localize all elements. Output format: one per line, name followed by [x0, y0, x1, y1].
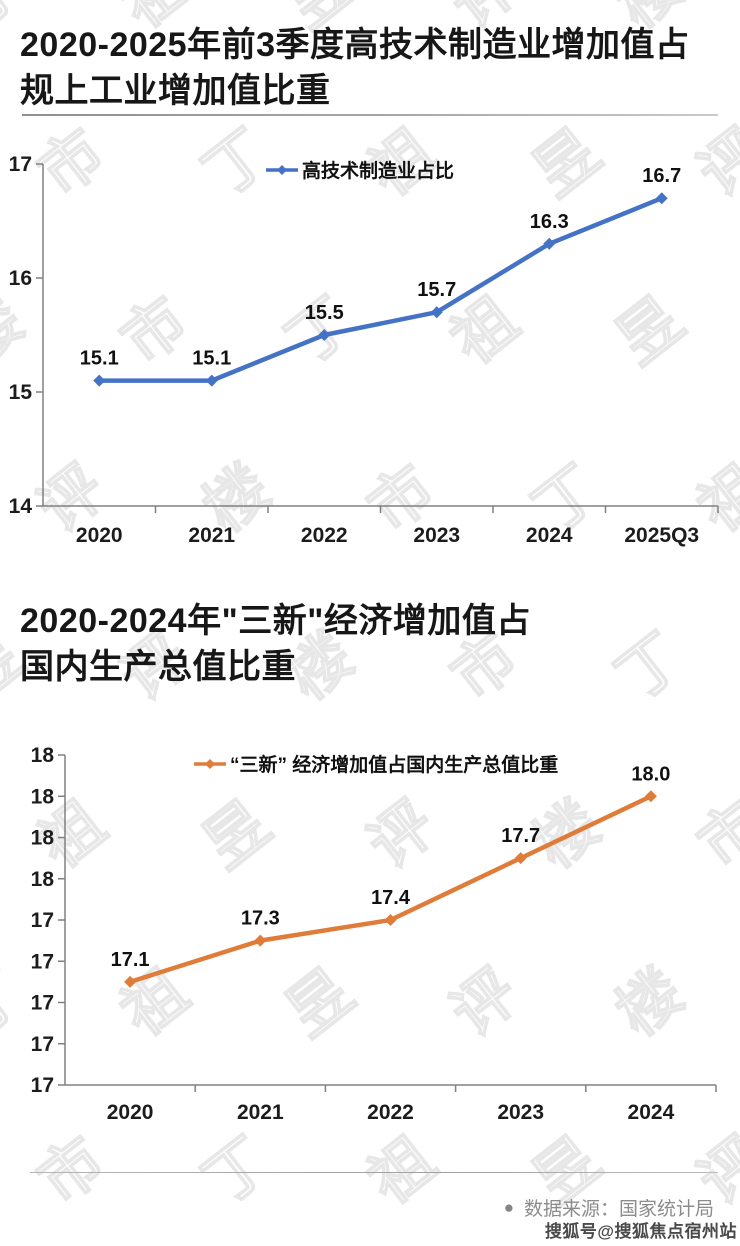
data-point-marker — [93, 374, 106, 387]
data-point-marker — [430, 306, 443, 319]
x-tick-label: 2022 — [301, 524, 348, 547]
x-tick-label: 2020 — [107, 1101, 154, 1124]
data-label: 17.3 — [241, 908, 280, 930]
y-tick-label: 18 — [31, 785, 55, 808]
data-label: 16.3 — [530, 211, 569, 233]
legend-marker — [205, 759, 215, 769]
data-source-text: 数据来源：国家统计局 — [523, 1199, 714, 1220]
x-tick-label: 2023 — [413, 524, 460, 547]
y-tick-label: 18 — [31, 744, 55, 767]
y-tick-label: 16 — [9, 267, 32, 290]
data-label: 17.4 — [371, 887, 411, 909]
data-point-marker — [514, 852, 527, 865]
x-tick-label: 2024 — [526, 524, 573, 547]
data-point-marker — [644, 790, 657, 803]
data-label: 15.1 — [192, 348, 231, 370]
y-tick-label: 17 — [31, 950, 54, 973]
footer-divider — [30, 1172, 718, 1173]
data-point-marker — [384, 914, 397, 926]
data-point-marker — [254, 934, 267, 947]
legend-label: 高技术制造业占比 — [302, 159, 454, 182]
x-tick-label: 2023 — [497, 1101, 544, 1124]
y-tick-label: 17 — [31, 1033, 54, 1056]
sohu-watermark: 搜狐号@搜狐焦点宿州站 — [544, 1222, 737, 1241]
y-tick-label: 17 — [31, 992, 54, 1015]
title-divider — [22, 114, 718, 116]
data-point-marker — [543, 237, 556, 250]
y-tick-label: 17 — [31, 1074, 54, 1097]
high-tech-manufacturing-share-chart: 14 15 16 17 2020 2021 2022 2023 2024 2025Q3 15.1 15… — [9, 153, 719, 547]
series-line — [97, 195, 664, 383]
data-point-marker — [655, 192, 668, 205]
data-label: 16.7 — [642, 165, 681, 187]
chart2-title: 2020-2024年"三新"经济增加值占 国内生产总值比重 — [20, 602, 531, 686]
data-point-marker — [205, 374, 218, 387]
data-label: 15.5 — [305, 302, 344, 324]
data-source: ● 数据来源：国家统计局 — [504, 1194, 714, 1221]
data-label: 17.7 — [501, 825, 540, 847]
legend-marker — [277, 165, 287, 175]
y-tick-label: 17 — [9, 153, 32, 176]
three-new-economy-share-chart: 17 17 17 17 17 18 18 18 18 2020 2021 2022 2023 2024 17… — [31, 744, 717, 1124]
x-tick-label: 2024 — [628, 1101, 675, 1124]
bullet-icon: ● — [503, 1198, 514, 1217]
y-tick-label: 17 — [31, 909, 54, 932]
data-label: 18.0 — [631, 763, 670, 785]
chart1-title: 2020-2025年前3季度高技术制造业增加值占 规上工业增加值比重 — [20, 26, 690, 110]
x-tick-label: 2021 — [188, 524, 235, 547]
data-label: 15.1 — [80, 348, 119, 370]
data-point-marker — [124, 975, 137, 988]
y-tick-label: 18 — [31, 868, 55, 891]
x-tick-label: 2022 — [367, 1101, 414, 1124]
x-tick-label: 2021 — [237, 1101, 284, 1124]
y-tick-label: 15 — [9, 381, 33, 404]
y-tick-label: 18 — [31, 827, 55, 850]
data-label: 17.1 — [111, 949, 150, 971]
x-tick-label: 2020 — [76, 524, 123, 547]
x-tick-label: 2025Q3 — [624, 524, 699, 547]
y-tick-label: 14 — [9, 495, 33, 518]
data-point-marker — [318, 329, 331, 341]
legend-label: “三新” 经济增加值占国内生产总值比重 — [230, 753, 558, 776]
data-label: 15.7 — [417, 279, 456, 301]
